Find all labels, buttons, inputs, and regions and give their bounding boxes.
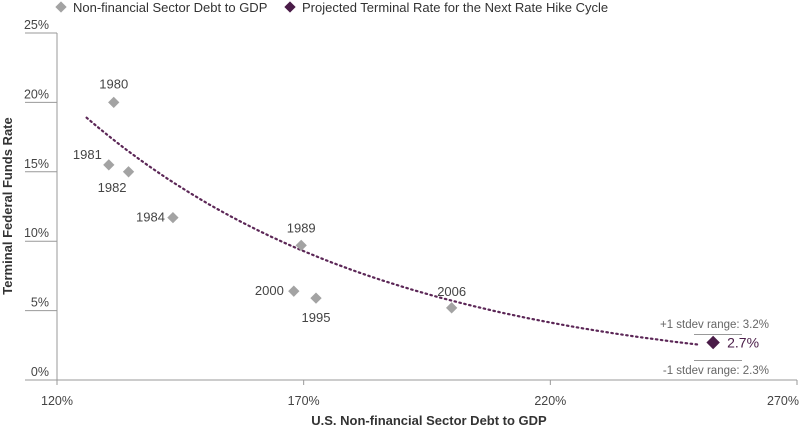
- data-point: [122, 166, 135, 178]
- trendline-path: [85, 116, 700, 346]
- legend-label-projected: Projected Terminal Rate for the Next Rat…: [302, 0, 608, 15]
- data-points: 1980 1981 1982 1984 1989 2000 1995 2006 2.7%: [73, 76, 759, 350]
- data-point-label: 1982: [98, 180, 127, 195]
- data-point: [167, 211, 179, 224]
- data-point-label: 2000: [255, 283, 284, 298]
- y-tick-label: 15%: [24, 157, 49, 171]
- x-tick-label: 170%: [288, 394, 320, 408]
- trendline: [85, 116, 700, 346]
- y-tick-label: 5%: [31, 296, 49, 310]
- data-point: [446, 302, 458, 314]
- y-axis-label: Terminal Federal Funds Rate: [0, 117, 15, 294]
- data-point-label: 1989: [287, 220, 316, 235]
- y-tick-label: 20%: [24, 87, 49, 101]
- x-tick-label: 120%: [41, 394, 73, 408]
- x-axis-label: U.S. Non-financial Sector Debt to GDP: [311, 413, 547, 426]
- y-tick-label: 10%: [24, 226, 49, 240]
- data-point-label: 1995: [302, 310, 331, 325]
- data-point-label: 1980: [99, 76, 128, 91]
- legend-marker-projected: [284, 1, 296, 13]
- legend-label-historical: Non-financial Sector Debt to GDP: [73, 0, 267, 15]
- data-point-label: 1984: [136, 210, 165, 225]
- data-point: [288, 285, 300, 297]
- y-tick-label: 0%: [31, 365, 49, 379]
- legend-marker-historical: [55, 1, 67, 13]
- data-point: [310, 292, 322, 304]
- data-point-label: 1981: [73, 147, 102, 162]
- upper-stdev-label: +1 stdev range: 3.2%: [660, 319, 769, 331]
- x-tick-label: 270%: [767, 394, 799, 408]
- lower-stdev-label: -1 stdev range: 2.3%: [663, 365, 769, 377]
- x-tick-label: 220%: [534, 394, 566, 408]
- legend: Non-financial Sector Debt to GDP Project…: [55, 0, 608, 15]
- axes: 0% 5% 10% 15% 20% 25% 120% 170% 220% 270%: [24, 18, 799, 408]
- data-point: [108, 96, 120, 109]
- projected-point-label: 2.7%: [727, 335, 759, 351]
- data-point-label: 2006: [437, 284, 466, 299]
- data-point: [103, 159, 115, 171]
- projected-point: [706, 335, 720, 350]
- data-point: [295, 239, 307, 252]
- stdev-annotations: +1 stdev range: 3.2% -1 stdev range: 2.3…: [660, 319, 769, 377]
- y-tick-label: 25%: [24, 18, 49, 32]
